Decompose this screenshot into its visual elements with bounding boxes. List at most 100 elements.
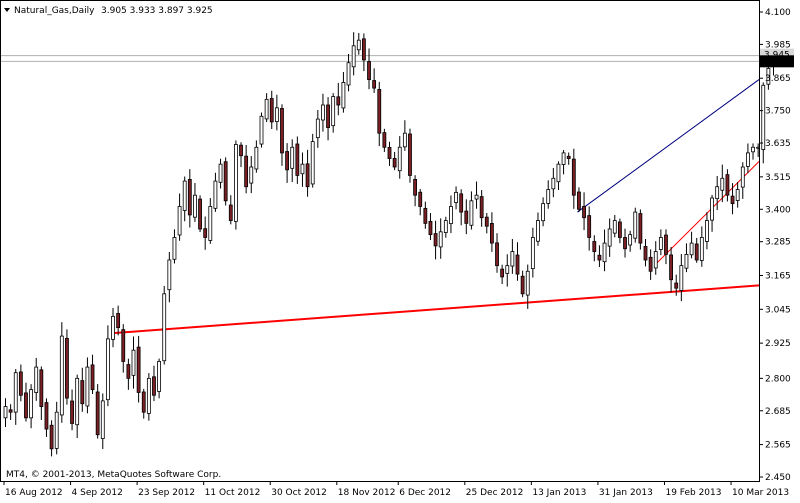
candle-body[interactable] bbox=[228, 204, 233, 221]
candle-body[interactable] bbox=[49, 424, 54, 450]
candle-body[interactable] bbox=[106, 338, 110, 401]
candle-body[interactable] bbox=[310, 141, 315, 185]
candle-body[interactable] bbox=[530, 237, 535, 270]
candle-body[interactable] bbox=[413, 179, 418, 196]
candle-body[interactable] bbox=[254, 146, 259, 170]
candle-body[interactable] bbox=[484, 216, 489, 227]
candle-body[interactable] bbox=[479, 196, 484, 219]
candle-body[interactable] bbox=[162, 293, 167, 362]
candle-body[interactable] bbox=[233, 144, 238, 222]
candle-body[interactable] bbox=[556, 163, 561, 183]
candle-body[interactable] bbox=[705, 220, 709, 242]
candle-body[interactable] bbox=[182, 180, 187, 211]
candle-body[interactable] bbox=[408, 133, 412, 176]
candle-body[interactable] bbox=[751, 146, 755, 153]
candle-body[interactable] bbox=[39, 369, 44, 407]
candle-body[interactable] bbox=[70, 400, 74, 424]
candle-body[interactable] bbox=[244, 155, 249, 188]
candle-body[interactable] bbox=[239, 144, 243, 157]
current-price-tag[interactable] bbox=[760, 55, 794, 68]
candle-body[interactable] bbox=[131, 349, 136, 376]
candle-body[interactable] bbox=[597, 254, 602, 261]
candle-body[interactable] bbox=[305, 163, 310, 188]
candle-body[interactable] bbox=[295, 143, 300, 176]
candle-body[interactable] bbox=[638, 213, 643, 244]
candle-body[interactable] bbox=[618, 221, 622, 238]
candle-body[interactable] bbox=[65, 337, 69, 399]
candle-body[interactable] bbox=[264, 98, 269, 120]
candle-body[interactable] bbox=[607, 228, 612, 247]
candle-body[interactable] bbox=[577, 191, 581, 210]
candle-body[interactable] bbox=[259, 115, 264, 145]
candle-body[interactable] bbox=[111, 315, 115, 340]
candle-body[interactable] bbox=[694, 243, 699, 261]
candle-body[interactable] bbox=[715, 186, 720, 200]
candle-body[interactable] bbox=[331, 96, 336, 127]
candle-body[interactable] bbox=[459, 193, 464, 213]
candle-body[interactable] bbox=[290, 146, 295, 169]
candle-body[interactable] bbox=[684, 253, 689, 269]
candle-body[interactable] bbox=[730, 195, 735, 205]
candle-body[interactable] bbox=[372, 80, 377, 89]
candle-body[interactable] bbox=[85, 366, 90, 407]
candle-body[interactable] bbox=[674, 282, 679, 289]
candle-body[interactable] bbox=[321, 104, 325, 121]
candle-body[interactable] bbox=[443, 220, 448, 233]
candle-body[interactable] bbox=[664, 234, 668, 255]
candle-body[interactable] bbox=[495, 242, 499, 267]
candle-body[interactable] bbox=[669, 254, 673, 281]
candle-body[interactable] bbox=[223, 161, 228, 202]
candle-body[interactable] bbox=[8, 409, 13, 413]
candle-body[interactable] bbox=[95, 391, 100, 436]
candle-body[interactable] bbox=[510, 251, 515, 267]
candle-body[interactable] bbox=[177, 206, 182, 236]
candle-body[interactable] bbox=[80, 380, 85, 405]
candle-body[interactable] bbox=[612, 220, 617, 234]
candle-body[interactable] bbox=[24, 392, 28, 419]
candle-body[interactable] bbox=[546, 189, 551, 204]
candle-body[interactable] bbox=[203, 228, 208, 238]
candle-body[interactable] bbox=[464, 210, 469, 224]
candle-body[interactable] bbox=[218, 163, 223, 183]
candle-body[interactable] bbox=[756, 146, 761, 149]
candle-body[interactable] bbox=[710, 197, 714, 221]
time-axis[interactable]: 16 Aug 2012 4 Sep 2012 23 Sep 2012 11 Oct 2… bbox=[3, 481, 789, 498]
triangle-down-icon[interactable] bbox=[4, 8, 10, 12]
candle-body[interactable] bbox=[387, 147, 392, 159]
candle-body[interactable] bbox=[136, 346, 141, 393]
upper-channel-line[interactable] bbox=[577, 79, 760, 213]
candle-body[interactable] bbox=[505, 265, 510, 274]
candle-body[interactable] bbox=[285, 151, 290, 171]
candle-body[interactable] bbox=[34, 366, 39, 393]
candle-body[interactable] bbox=[449, 206, 453, 225]
candle-body[interactable] bbox=[418, 191, 423, 207]
candles[interactable] bbox=[3, 32, 776, 457]
candle-body[interactable] bbox=[397, 146, 402, 172]
candle-body[interactable] bbox=[3, 406, 8, 419]
candle-body[interactable] bbox=[489, 223, 494, 244]
candle-body[interactable] bbox=[326, 104, 330, 128]
candle-body[interactable] bbox=[571, 158, 576, 196]
upper-price-tag[interactable] bbox=[760, 48, 794, 60]
candle-body[interactable] bbox=[13, 372, 18, 413]
candle-body[interactable] bbox=[336, 96, 341, 106]
support-trendline[interactable] bbox=[111, 284, 760, 335]
candle-body[interactable] bbox=[172, 237, 177, 260]
candle-body[interactable] bbox=[213, 180, 218, 209]
candle-body[interactable] bbox=[587, 215, 592, 238]
candle-body[interactable] bbox=[761, 84, 766, 150]
candle-body[interactable] bbox=[274, 107, 279, 122]
candle-body[interactable] bbox=[500, 268, 505, 278]
candle-body[interactable] bbox=[551, 177, 556, 190]
candle-body[interactable] bbox=[346, 62, 351, 86]
candle-body[interactable] bbox=[679, 265, 684, 291]
candle-body[interactable] bbox=[146, 377, 151, 414]
candle-body[interactable] bbox=[735, 189, 740, 201]
candle-body[interactable] bbox=[515, 254, 520, 275]
candle-body[interactable] bbox=[699, 237, 704, 261]
candle-body[interactable] bbox=[249, 166, 254, 184]
candle-body[interactable] bbox=[341, 82, 346, 109]
candle-body[interactable] bbox=[167, 259, 172, 291]
candle-body[interactable] bbox=[280, 108, 284, 154]
